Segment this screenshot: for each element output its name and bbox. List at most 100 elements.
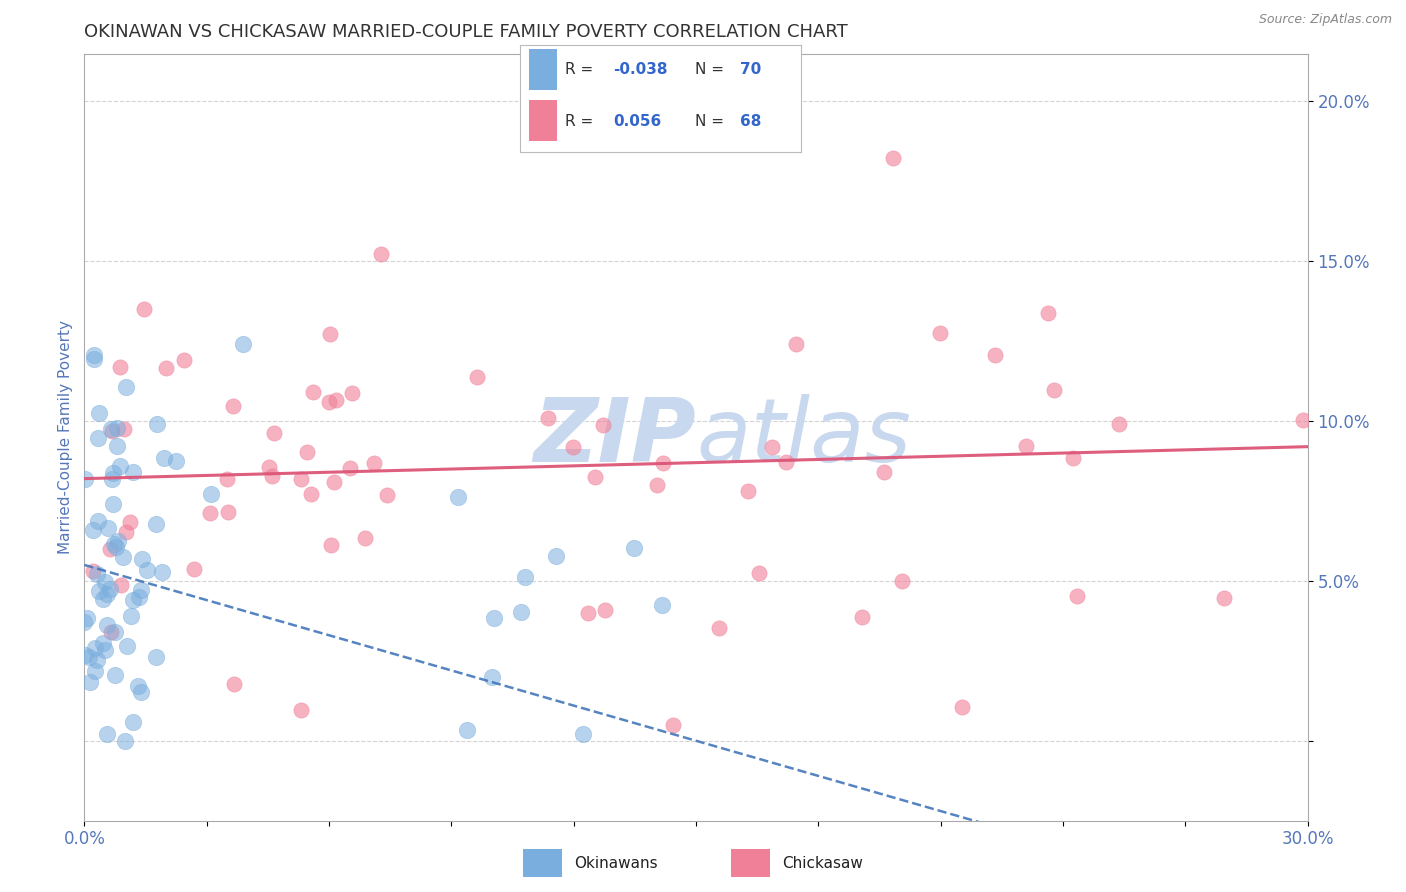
Point bbox=[97, 521, 120, 535]
Point bbox=[467, 370, 489, 384]
Bar bbox=[529, 49, 557, 89]
Point bbox=[325, 393, 347, 408]
Point bbox=[1014, 439, 1036, 453]
Point bbox=[302, 384, 325, 399]
Point bbox=[96, 587, 118, 601]
Point bbox=[87, 406, 110, 420]
Point bbox=[165, 453, 187, 467]
Bar bbox=[731, 849, 770, 877]
Point bbox=[375, 488, 398, 502]
Point bbox=[108, 459, 131, 474]
Point bbox=[122, 593, 145, 607]
Point bbox=[114, 380, 136, 394]
Point bbox=[513, 570, 536, 584]
Text: atlas: atlas bbox=[696, 394, 911, 480]
Point bbox=[872, 465, 894, 479]
Point bbox=[290, 703, 312, 717]
Point bbox=[107, 534, 129, 549]
Point bbox=[134, 301, 156, 316]
Point bbox=[87, 515, 110, 529]
Point bbox=[127, 680, 149, 694]
Point bbox=[105, 421, 128, 435]
Point bbox=[222, 400, 245, 414]
Point bbox=[83, 640, 105, 655]
Point bbox=[129, 582, 152, 597]
Point bbox=[83, 348, 105, 362]
Point bbox=[94, 642, 117, 657]
Point bbox=[115, 525, 138, 540]
Point bbox=[851, 610, 873, 624]
Point bbox=[295, 445, 318, 459]
Text: Chickasaw: Chickasaw bbox=[782, 855, 863, 871]
Point bbox=[135, 563, 157, 577]
Point bbox=[105, 540, 128, 554]
Point bbox=[370, 247, 392, 261]
Point bbox=[447, 491, 470, 505]
Point bbox=[737, 483, 759, 498]
Point bbox=[79, 675, 101, 690]
Point bbox=[263, 426, 285, 441]
Point bbox=[83, 352, 105, 367]
Point bbox=[101, 497, 124, 511]
Point bbox=[114, 733, 136, 747]
Point bbox=[110, 359, 132, 374]
Point bbox=[456, 723, 478, 738]
Point bbox=[1213, 591, 1236, 605]
Text: R =: R = bbox=[565, 62, 599, 77]
Text: 0.056: 0.056 bbox=[613, 114, 661, 129]
Point bbox=[84, 664, 107, 678]
Point bbox=[76, 611, 98, 625]
Point bbox=[73, 615, 96, 629]
Point bbox=[152, 565, 174, 579]
Text: N =: N = bbox=[695, 62, 728, 77]
Point bbox=[122, 714, 145, 729]
Point bbox=[537, 411, 560, 425]
Point bbox=[785, 336, 807, 351]
Point bbox=[260, 468, 283, 483]
Point bbox=[118, 515, 141, 529]
Point bbox=[87, 431, 110, 445]
Point bbox=[96, 727, 118, 741]
Point bbox=[146, 417, 169, 431]
Point bbox=[592, 418, 614, 433]
Point bbox=[561, 440, 583, 454]
Point bbox=[129, 684, 152, 698]
Point bbox=[318, 395, 340, 409]
Point bbox=[232, 337, 254, 351]
Point bbox=[104, 668, 127, 682]
Point bbox=[890, 574, 912, 589]
Point bbox=[1038, 306, 1060, 320]
Point bbox=[1108, 417, 1130, 431]
Point bbox=[101, 466, 124, 480]
Bar bbox=[529, 100, 557, 141]
Point bbox=[1066, 589, 1088, 603]
Point bbox=[651, 599, 673, 613]
Point bbox=[86, 567, 108, 582]
Point bbox=[101, 425, 124, 439]
Point bbox=[131, 551, 153, 566]
Text: 70: 70 bbox=[740, 62, 761, 77]
Text: -0.038: -0.038 bbox=[613, 62, 668, 77]
Text: Source: ZipAtlas.com: Source: ZipAtlas.com bbox=[1258, 13, 1392, 27]
Point bbox=[661, 717, 683, 731]
Text: N =: N = bbox=[695, 114, 728, 129]
Text: OKINAWAN VS CHICKASAW MARRIED-COUPLE FAMILY POVERTY CORRELATION CHART: OKINAWAN VS CHICKASAW MARRIED-COUPLE FAM… bbox=[84, 23, 848, 41]
Point bbox=[576, 607, 599, 621]
Point bbox=[91, 591, 114, 606]
Point bbox=[112, 422, 135, 436]
Point bbox=[290, 472, 312, 486]
Point bbox=[342, 386, 364, 401]
Point bbox=[110, 577, 132, 591]
Point bbox=[145, 650, 167, 665]
Point bbox=[198, 506, 221, 520]
Point bbox=[101, 472, 124, 486]
Point bbox=[761, 440, 783, 454]
Point bbox=[748, 566, 770, 580]
Point bbox=[122, 466, 145, 480]
Point bbox=[100, 625, 122, 640]
Point bbox=[77, 649, 100, 664]
Point bbox=[115, 639, 138, 653]
Point bbox=[323, 475, 346, 490]
Point bbox=[82, 564, 104, 578]
Point bbox=[100, 582, 122, 596]
